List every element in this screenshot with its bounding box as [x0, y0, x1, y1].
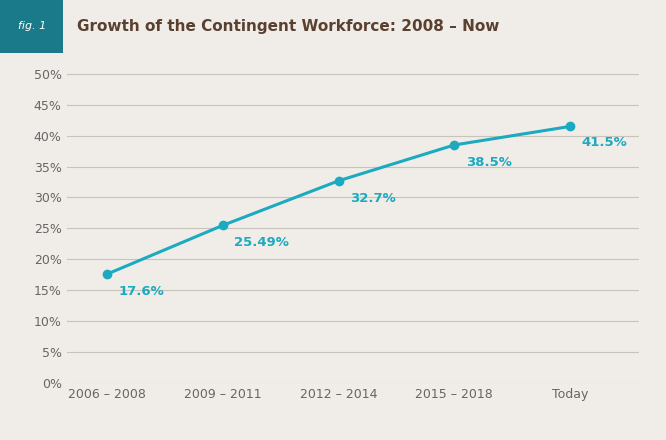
Text: 41.5%: 41.5% [581, 136, 627, 149]
Text: Growth of the Contingent Workforce: 2008 – Now: Growth of the Contingent Workforce: 2008… [77, 19, 499, 34]
Bar [0, 0, 63, 53]
Text: 38.5%: 38.5% [466, 156, 511, 169]
Text: 25.49%: 25.49% [234, 236, 289, 249]
Text: fig. 1: fig. 1 [17, 22, 46, 31]
Text: 17.6%: 17.6% [119, 285, 165, 298]
Text: 32.7%: 32.7% [350, 192, 396, 205]
